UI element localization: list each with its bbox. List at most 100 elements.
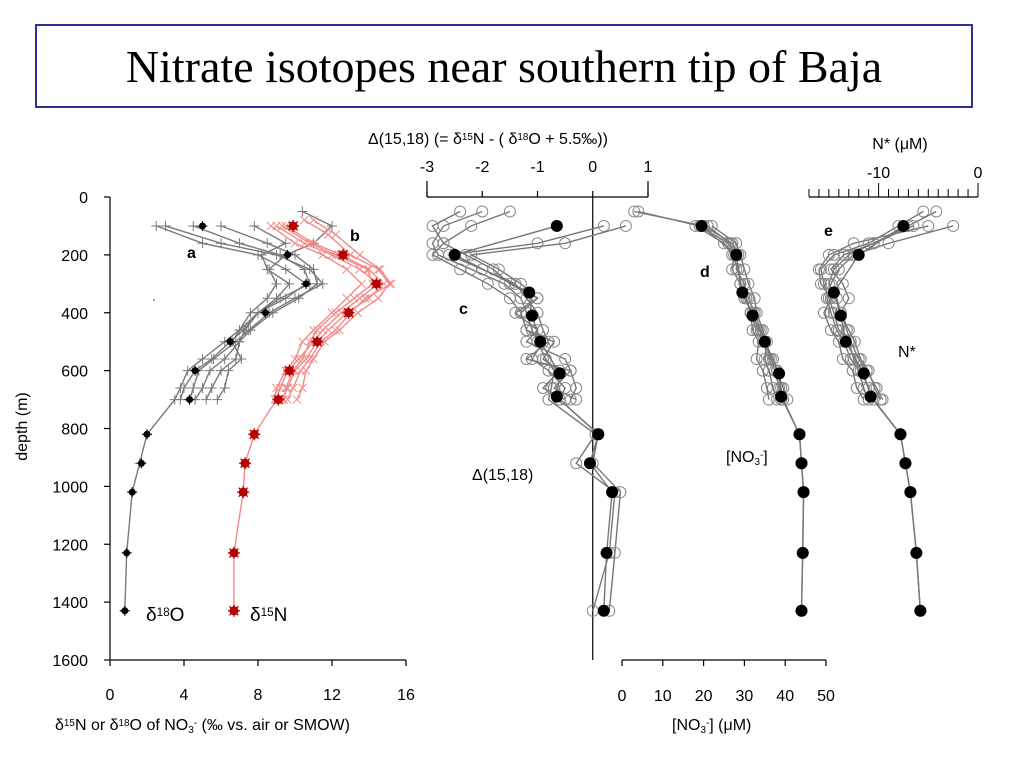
nstar-tick-label: 0 bbox=[974, 165, 983, 182]
isotope-x-axis-label-part: 15 bbox=[64, 718, 76, 729]
d15N-point bbox=[309, 215, 318, 225]
delta-tick-label: 1 bbox=[644, 159, 653, 176]
nstar-axis-label: N* (μM) bbox=[872, 136, 927, 153]
delta-mean-point bbox=[525, 309, 538, 322]
nitrate-x-tick-label: 40 bbox=[776, 688, 794, 705]
delta-tick-label: 0 bbox=[588, 159, 597, 176]
nitrate-mean-point bbox=[796, 546, 809, 559]
d18O-mean-point bbox=[128, 488, 136, 496]
nitrate-mean-point bbox=[773, 367, 786, 380]
isotope-x-tick-label: 12 bbox=[323, 687, 341, 704]
nstar-point bbox=[922, 219, 935, 232]
legend-d18O-part: 18 bbox=[157, 606, 171, 619]
d15N-point bbox=[353, 308, 363, 318]
d15N-point bbox=[331, 325, 341, 335]
nitrate-mean-point bbox=[797, 486, 810, 499]
nitrate-mean-line bbox=[701, 225, 805, 611]
d15N-point bbox=[320, 337, 329, 347]
delta-mean-point bbox=[553, 367, 566, 380]
d15N-point bbox=[290, 354, 300, 364]
isotope-x-axis-label-part: (‰ vs. air or SMOW) bbox=[197, 717, 350, 734]
nstar-point bbox=[870, 381, 883, 394]
nitrate-point bbox=[748, 292, 761, 305]
d15N-point bbox=[386, 279, 396, 289]
d18O-point bbox=[197, 382, 208, 393]
nitrate-curve-label-part: 3 bbox=[754, 457, 760, 468]
d15N-point bbox=[364, 293, 374, 303]
nstar-point bbox=[842, 292, 855, 305]
d15N-mean-star bbox=[337, 248, 350, 261]
nstar-mean-point bbox=[864, 390, 877, 403]
delta-point bbox=[537, 353, 550, 366]
nitrate-x-tick-label: 30 bbox=[736, 688, 754, 705]
nstar-mean-point bbox=[894, 428, 907, 441]
d15N-point bbox=[281, 221, 291, 231]
d15N-mean-star bbox=[370, 277, 383, 290]
d15N-mean-star bbox=[239, 457, 252, 470]
depth-tick-label: 200 bbox=[61, 248, 88, 265]
delta-point bbox=[465, 219, 478, 232]
d18O-point bbox=[219, 354, 230, 365]
delta-point bbox=[545, 381, 558, 394]
d18O-point bbox=[179, 382, 189, 393]
nitrate-mean-point bbox=[793, 428, 806, 441]
depth-tick-label: 1600 bbox=[52, 653, 88, 670]
d15N-point bbox=[309, 325, 318, 335]
d15N-point bbox=[292, 395, 302, 404]
delta-point bbox=[619, 219, 632, 232]
nitrate-mean-point bbox=[730, 248, 743, 261]
nstar-mean-point bbox=[852, 248, 865, 261]
d18O-point bbox=[216, 365, 226, 376]
depth-tick-label: 0 bbox=[79, 190, 88, 207]
nitrate-point bbox=[762, 393, 775, 406]
delta-point bbox=[570, 381, 583, 394]
nstar-point bbox=[917, 205, 930, 218]
nitrate-point bbox=[756, 364, 769, 377]
d15N-mean-star bbox=[237, 486, 250, 499]
delta-curve-label: Δ(15,18) bbox=[472, 467, 533, 484]
legend-d18O-part: δ bbox=[146, 605, 157, 626]
isotope-x-tick-label: 8 bbox=[254, 687, 263, 704]
delta-point bbox=[559, 237, 572, 250]
panel-label-b: b bbox=[350, 228, 360, 245]
nstar-profile-line bbox=[818, 225, 929, 400]
nitrate-x-axis-label-part: [NO bbox=[672, 717, 700, 734]
d18O-mean-point bbox=[137, 459, 145, 467]
nstar-point bbox=[836, 353, 849, 366]
d15N-point bbox=[298, 354, 307, 364]
nstar-point bbox=[930, 205, 943, 218]
d15N-point bbox=[305, 337, 315, 347]
nstar-point bbox=[876, 393, 889, 406]
nitrate-mean-point bbox=[795, 457, 808, 470]
d15N-point bbox=[290, 238, 300, 248]
d15N-point bbox=[360, 293, 370, 303]
nstar-point bbox=[850, 381, 863, 394]
delta-mean-point bbox=[523, 286, 536, 299]
nitrate-x-tick-label: 10 bbox=[654, 688, 672, 705]
delta-profile-line bbox=[431, 210, 577, 400]
delta-mean-point bbox=[550, 219, 563, 232]
delta-profile-line bbox=[468, 225, 627, 401]
nstar-point bbox=[882, 237, 895, 250]
d18O-point bbox=[188, 220, 199, 231]
panel-label-d: d bbox=[700, 264, 710, 281]
d15N-point bbox=[362, 264, 372, 274]
isotope-x-tick-label: 16 bbox=[397, 687, 415, 704]
nitrate-profile-line bbox=[634, 210, 782, 400]
d18O-point bbox=[299, 264, 310, 275]
delta-point bbox=[503, 205, 516, 218]
d18O-point bbox=[206, 354, 217, 365]
d18O-mean-point bbox=[302, 280, 310, 288]
d15N-point bbox=[373, 293, 383, 303]
d18O-point bbox=[160, 220, 171, 231]
d18O-point bbox=[240, 325, 251, 336]
d15N-point bbox=[272, 383, 281, 393]
delta-mean-point bbox=[600, 546, 613, 559]
legend-d15N-part: 15 bbox=[261, 606, 275, 619]
delta-point bbox=[481, 277, 494, 290]
d15N-point bbox=[349, 293, 359, 303]
isotope-x-axis-label-part: - bbox=[194, 718, 197, 729]
d15N-point bbox=[277, 221, 287, 231]
nitrate-curve-label-part: - bbox=[760, 450, 763, 461]
nstar-point bbox=[824, 324, 837, 337]
